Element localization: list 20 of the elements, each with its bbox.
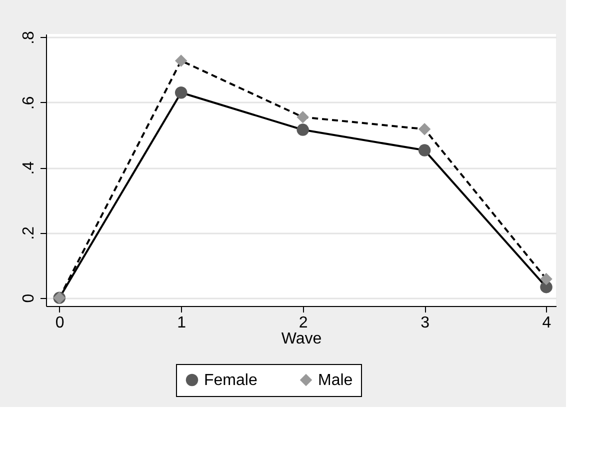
y-tick-label: .4 [20,161,38,175]
x-tick-label: 4 [542,314,552,332]
y-tick-label: .6 [20,96,38,110]
legend-label: Female [204,372,258,389]
point [418,144,431,156]
x-tick-label: 3 [420,314,430,332]
x-tick-label: 0 [55,314,64,332]
point [174,86,188,99]
x-axis-title: Wave [281,330,322,348]
point [540,272,552,286]
y-tick-label: .8 [20,30,38,44]
point [174,54,188,67]
x-tick-label: 1 [177,314,186,332]
point [418,122,431,136]
y-tick-label: .2 [20,226,38,240]
legend-label: Male [318,372,353,389]
x-tick-label: 2 [298,314,308,332]
y-tick-label: 0 [20,294,38,303]
point [296,124,309,136]
point [296,110,309,124]
